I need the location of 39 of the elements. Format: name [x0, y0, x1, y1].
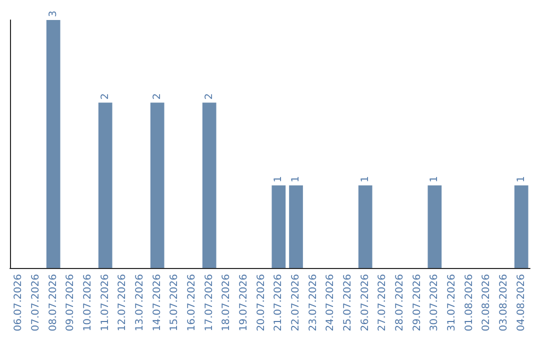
x-tick-label: 10.07.2026 — [82, 274, 94, 332]
x-tick-label: 21.07.2026 — [273, 274, 284, 332]
x-tick-label: 15.07.2026 — [169, 274, 180, 332]
x-tick-label: 06.07.2026 — [13, 274, 24, 332]
x-tick-label: 01.08.2026 — [464, 274, 475, 332]
x-tick-label: 16.07.2026 — [186, 274, 198, 332]
x-tick-label: 09.07.2026 — [65, 274, 76, 332]
data-label: 2 — [100, 93, 111, 100]
x-tick-label: 22.07.2026 — [290, 274, 302, 332]
x-tick-label: 29.07.2026 — [412, 274, 423, 332]
x-tick-label: 31.07.2026 — [446, 274, 458, 332]
data-label: 1 — [516, 176, 527, 182]
data-label: 2 — [204, 93, 215, 100]
data-label: 1 — [273, 176, 284, 182]
x-tick-label: 14.07.2026 — [152, 274, 163, 332]
x-tick-label: 25.07.2026 — [342, 274, 354, 332]
data-label: 1 — [429, 176, 440, 182]
x-tick-label: 19.07.2026 — [238, 274, 250, 332]
x-tick-label: 18.07.2026 — [221, 274, 232, 332]
x-tick-label: 17.07.2026 — [204, 274, 215, 332]
data-label: 1 — [290, 176, 302, 182]
x-tick-label: 23.07.2026 — [308, 274, 319, 332]
x-tick-label: 26.07.2026 — [360, 274, 371, 332]
data-label: 3 — [48, 10, 59, 17]
x-tick-label: 02.08.2026 — [481, 274, 492, 332]
x-tick-label: 08.07.2026 — [48, 274, 59, 332]
data-label: 1 — [360, 176, 371, 182]
x-tick-label: 27.07.2026 — [377, 274, 388, 332]
x-tick-label: 13.07.2026 — [134, 274, 146, 332]
x-tick-label: 28.07.2026 — [394, 274, 406, 332]
x-tick-label: 24.07.2026 — [325, 274, 336, 332]
x-tick-label: 04.08.2026 — [516, 274, 527, 332]
x-tick-label: 07.07.2026 — [30, 274, 42, 332]
data-label: 2 — [152, 93, 163, 100]
x-tick-label: 20.07.2026 — [256, 274, 267, 332]
x-tick-label: 03.08.2026 — [498, 274, 510, 332]
x-tick-label: 12.07.2026 — [117, 274, 128, 332]
x-tick-label: 11.07.2026 — [100, 274, 111, 332]
x-tick-label: 30.07.2026 — [429, 274, 440, 332]
